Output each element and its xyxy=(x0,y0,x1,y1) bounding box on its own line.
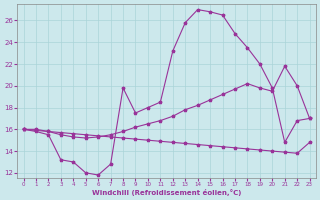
X-axis label: Windchill (Refroidissement éolien,°C): Windchill (Refroidissement éolien,°C) xyxy=(92,189,241,196)
